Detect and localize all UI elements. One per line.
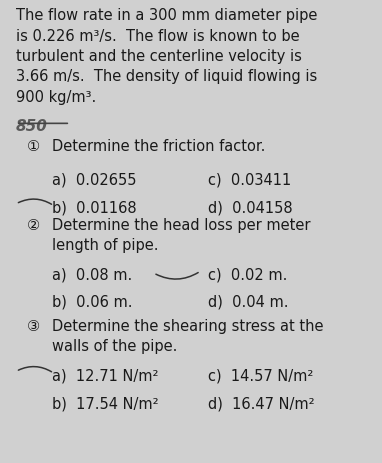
Text: 850: 850 bbox=[16, 119, 48, 134]
Text: c)  0.02 m.: c) 0.02 m. bbox=[208, 268, 287, 282]
Text: a)  0.08 m.: a) 0.08 m. bbox=[52, 268, 132, 282]
Text: c)  0.03411: c) 0.03411 bbox=[208, 173, 291, 188]
Text: b)  0.06 m.: b) 0.06 m. bbox=[52, 294, 133, 309]
Text: ③: ③ bbox=[27, 319, 40, 334]
Text: ①: ① bbox=[27, 139, 40, 155]
Text: Determine the shearing stress at the
walls of the pipe.: Determine the shearing stress at the wal… bbox=[52, 319, 324, 354]
Text: d)  0.04158: d) 0.04158 bbox=[208, 200, 292, 215]
Text: The flow rate in a 300 mm diameter pipe
is 0.226 m³/s.  The flow is known to be
: The flow rate in a 300 mm diameter pipe … bbox=[16, 8, 317, 105]
Text: Determine the head loss per meter
length of pipe.: Determine the head loss per meter length… bbox=[52, 218, 311, 253]
Text: a)  12.71 N/m²: a) 12.71 N/m² bbox=[52, 369, 159, 384]
Text: d)  0.04 m.: d) 0.04 m. bbox=[208, 294, 288, 309]
Text: b)  17.54 N/m²: b) 17.54 N/m² bbox=[52, 396, 159, 411]
Text: d)  16.47 N/m²: d) 16.47 N/m² bbox=[208, 396, 314, 411]
Text: b)  0.01168: b) 0.01168 bbox=[52, 200, 137, 215]
Text: c)  14.57 N/m²: c) 14.57 N/m² bbox=[208, 369, 313, 384]
Text: Determine the friction factor.: Determine the friction factor. bbox=[52, 139, 265, 155]
Text: a)  0.02655: a) 0.02655 bbox=[52, 173, 137, 188]
Text: ②: ② bbox=[27, 218, 40, 233]
